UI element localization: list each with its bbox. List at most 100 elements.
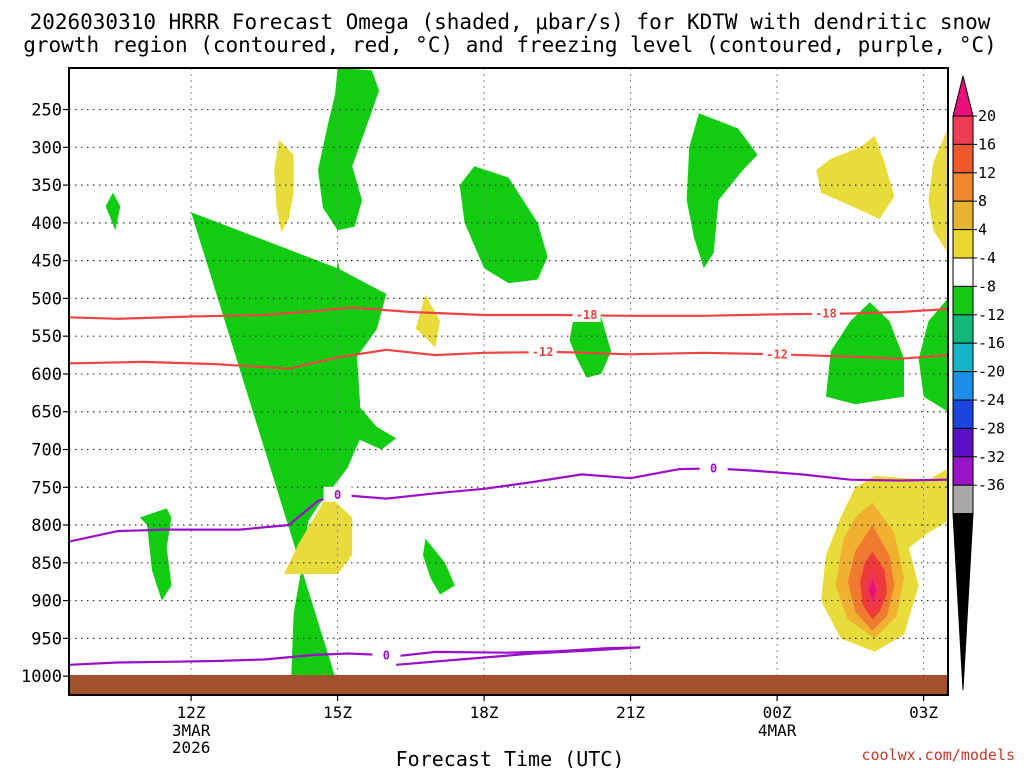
colorbar-label: -20: [978, 363, 1005, 381]
colorbar-segment: [952, 371, 974, 401]
contour-lines: -18 -18 -12 -12 0 0 0: [69, 305, 948, 666]
colorbar-label: -4: [978, 249, 996, 267]
x-tick-label: 21Z: [616, 703, 645, 722]
omega-region-14: [816, 136, 895, 220]
y-tick-label: 950: [31, 629, 62, 649]
x-tick-sublabel: 4MAR: [758, 721, 797, 740]
freezing-level-label-bg: [699, 460, 728, 476]
colorbar-label: -8: [978, 277, 996, 295]
y-tick-label: 350: [31, 176, 62, 196]
omega-region-11: [918, 298, 948, 412]
y-tick-label: 900: [31, 592, 62, 612]
colorbar-bottom-arrow: [952, 513, 974, 691]
omega-region-9: [423, 538, 455, 595]
x-tick-sublabel: 3MAR: [172, 721, 211, 740]
colorbar-segment: [952, 200, 974, 231]
colorbar-segment: [952, 172, 974, 202]
colorbar-segment: [952, 285, 974, 316]
colorbar-top-arrow: [952, 75, 974, 117]
dsgz-contour-label: -12: [532, 345, 554, 359]
dsgz-label-bg: [572, 307, 601, 323]
omega-region-0: [191, 212, 387, 688]
colorbar-label: -16: [978, 334, 1005, 352]
x-tick-label: 12Z: [177, 703, 206, 722]
omega-region-22: [868, 579, 877, 601]
x-tick-label: 18Z: [470, 703, 499, 722]
colorbar-segment: [952, 143, 974, 174]
y-tick-label: 650: [31, 403, 62, 423]
omega-region-15: [928, 128, 948, 254]
y-axis-pressure-levels: 250 300 350 400 450 500 550 600 650 700 750 800 850 9…: [21, 101, 69, 687]
x-tick-label: 15Z: [323, 703, 352, 722]
freezing-level-contour-label: 0: [710, 461, 717, 475]
colorbar-label: -12: [978, 306, 1005, 324]
colorbar-label: 20: [978, 107, 996, 125]
omega-colorbar: 20 16 12 8 4 -4 -8 -12 -16 -20 -24 -28 -32 -36: [952, 75, 1005, 691]
freezing-level-contour-label: 0: [334, 488, 341, 502]
y-tick-label: 250: [31, 101, 62, 121]
colorbar-label: -28: [978, 419, 1005, 437]
dsgz-contour-label: -12: [766, 347, 788, 361]
omega-region-6: [569, 309, 612, 378]
y-tick-label: 400: [31, 214, 62, 234]
colorbar-segment: [952, 342, 974, 373]
credit-text: coolwx.com/models: [861, 746, 1015, 764]
y-tick-label: 700: [31, 440, 62, 460]
colorbar-segment: [952, 314, 974, 344]
colorbar-label: 8: [978, 192, 987, 210]
colorbar-segment: [952, 257, 974, 287]
dsgz-contour-1: [69, 348, 948, 370]
chart-title-line-1: 2026030310 HRRR Forecast Omega (shaded, …: [30, 10, 991, 34]
y-tick-label: 600: [31, 365, 62, 385]
omega-region-5: [459, 166, 548, 284]
ground-surface: [69, 675, 948, 695]
plot-frame: [68, 67, 949, 696]
y-tick-label: 800: [31, 516, 62, 536]
dsgz-label-bg: [811, 305, 840, 321]
y-tick-label: 450: [31, 252, 62, 272]
omega-region-2: [318, 68, 380, 231]
y-tick-label: 300: [31, 138, 62, 158]
gridlines: [69, 68, 948, 695]
colorbar-label: -24: [978, 391, 1005, 409]
dsgz-contour-label: -18: [815, 307, 837, 321]
y-tick-label: 500: [31, 289, 62, 309]
freezing-level-contour-label: 0: [383, 649, 390, 663]
colorbar-segment: [952, 115, 974, 145]
omega-region-1: [105, 192, 121, 231]
colorbar-segment: [952, 484, 974, 515]
colorbar-label: 4: [978, 221, 987, 239]
dsgz-label-bg: [763, 346, 792, 362]
omega-region-12: [274, 139, 294, 232]
y-tick-label: 850: [31, 554, 62, 574]
freezing-level-label-bg: [323, 486, 352, 502]
colorbar-label: -32: [978, 448, 1005, 466]
omega-shading: [105, 68, 948, 688]
chart-title: 2026030310 HRRR Forecast Omega (shaded, …: [23, 10, 997, 57]
dsgz-contour-label: -18: [576, 308, 598, 322]
x-axis-title: Forecast Time (UTC): [396, 747, 625, 768]
x-tick-label: 03Z: [909, 703, 938, 722]
omega-region-3: [335, 260, 343, 306]
x-tick-sublabel: 2026: [172, 738, 211, 757]
y-tick-label: 1000: [21, 667, 62, 687]
freezing-level-label-bg: [372, 647, 401, 663]
omega-region-13: [415, 294, 441, 348]
colorbar-segment: [952, 229, 974, 259]
omega-region-8: [139, 508, 172, 601]
y-tick-label: 550: [31, 327, 62, 347]
freezing-level-contour-1: [69, 646, 641, 666]
freezing-level-contour-0: [69, 467, 948, 543]
x-tick-label: 00Z: [763, 703, 792, 722]
omega-region-7: [686, 113, 758, 269]
colorbar-label: 16: [978, 135, 996, 153]
colorbar-segment: [952, 399, 974, 429]
chart-title-line-2: growth region (contoured, red, °C) and f…: [23, 33, 997, 57]
colorbar-segment: [952, 427, 974, 458]
omega-region-10: [825, 302, 905, 405]
y-tick-label: 750: [31, 478, 62, 498]
colorbar-label: -36: [978, 476, 1005, 494]
colorbar-label: 12: [978, 164, 996, 182]
